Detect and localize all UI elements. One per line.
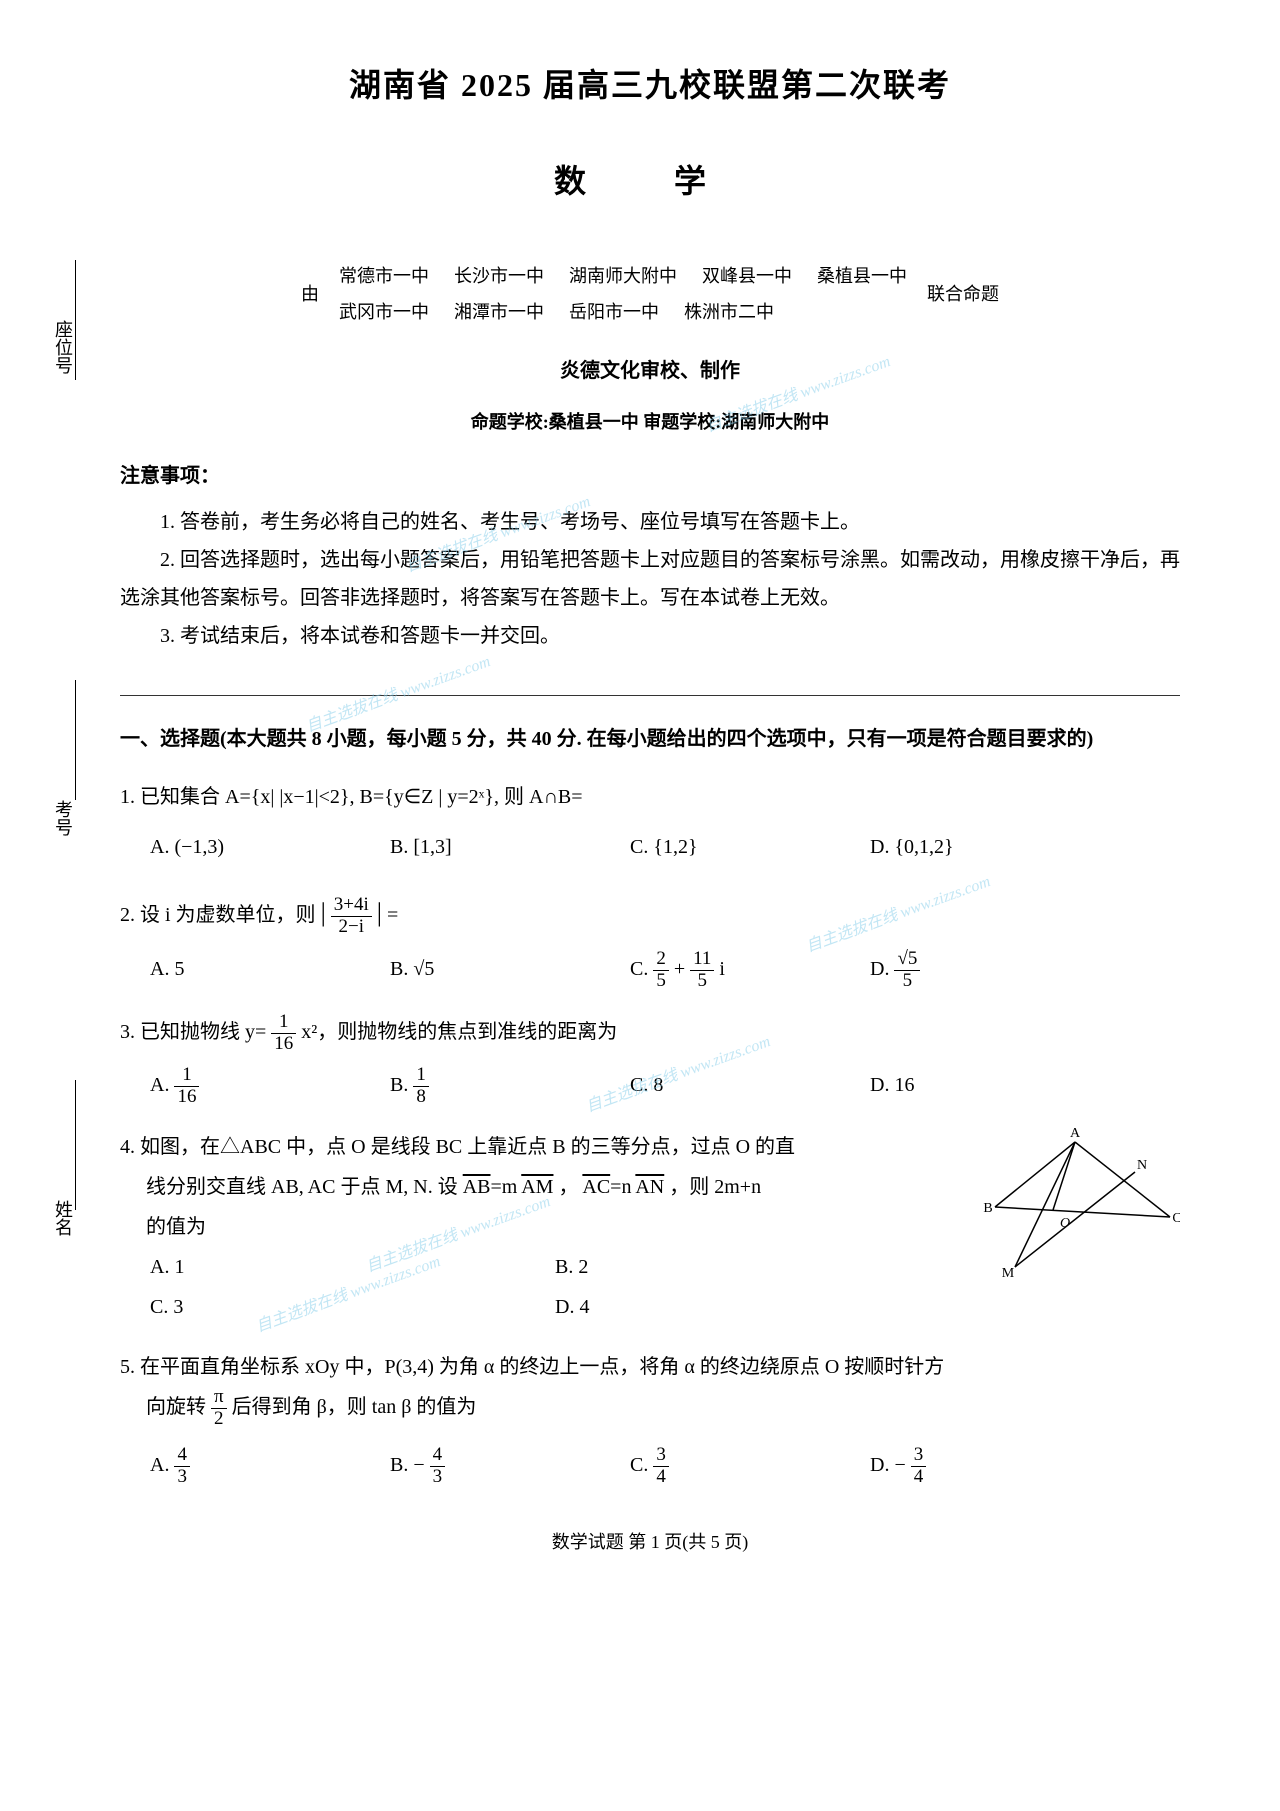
q5-option-b: B. − 43	[390, 1445, 630, 1488]
q1-option-a: A. (−1,3)	[150, 827, 390, 867]
schools-grid: 常德市一中 长沙市一中 湖南师大附中 双峰县一中 桑植县一中 武冈市一中 湘潭市…	[339, 262, 907, 324]
school-item: 株洲市二中	[684, 298, 774, 324]
q2-option-d: D. √55	[870, 949, 1110, 992]
school-item: 岳阳市一中	[569, 298, 659, 324]
q3-option-b: B. 18	[390, 1065, 630, 1108]
question-3: 3. 已知抛物线 y= 116 x²，则抛物线的焦点到准线的距离为 A. 116…	[120, 1012, 1180, 1108]
q4-line1: 4. 如图，在△ABC 中，点 O 是线段 BC 上靠近点 B 的三等分点，过点…	[120, 1127, 960, 1167]
q3-text: 3. 已知抛物线 y= 116 x²，则抛物线的焦点到准线的距离为	[120, 1012, 1180, 1055]
seat-label: 座位号	[50, 320, 76, 374]
school-item: 长沙市一中	[454, 262, 544, 288]
q4-option-a: A. 1	[150, 1247, 555, 1287]
page-title: 湖南省 2025 届高三九校联盟第二次联考	[120, 60, 1180, 106]
svg-text:C: C	[1172, 1211, 1180, 1226]
q3-option-a: A. 116	[150, 1065, 390, 1108]
q1-option-b: B. [1,3]	[390, 827, 630, 867]
q3-option-d: D. 16	[870, 1065, 1110, 1108]
review-schools: 命题学校:桑植县一中 审题学校:湖南师大附中	[120, 408, 1180, 434]
q2-options: A. 5 B. √5 C. 25 + 115 i D. √55	[120, 949, 1180, 992]
q4-option-d: D. 4	[555, 1287, 960, 1327]
name-line	[75, 1080, 76, 1210]
notice-block: 1. 答卷前，考生务必将自己的姓名、考生号、考场号、座位号填写在答题卡上。 2.…	[120, 503, 1180, 655]
notice-item: 2. 回答选择题时，选出每小题答案后，用铅笔把答题卡上对应题目的答案标号涂黑。如…	[120, 541, 1180, 617]
q3-option-c: C. 8	[630, 1065, 870, 1108]
q5-option-c: C. 34	[630, 1445, 870, 1488]
q5-line2: 向旋转 π2 后得到角 β，则 tan β 的值为	[120, 1387, 1180, 1430]
question-2: 2. 设 i 为虚数单位，则 | 3+4i2−i | = A. 5 B. √5 …	[120, 887, 1180, 992]
svg-text:M: M	[1002, 1266, 1015, 1277]
name-label: 姓名	[50, 1200, 76, 1236]
q1-option-c: C. {1,2}	[630, 827, 870, 867]
schools-suffix: 联合命题	[927, 280, 999, 306]
school-item: 湘潭市一中	[454, 298, 544, 324]
notice-item: 3. 考试结束后，将本试卷和答题卡一并交回。	[120, 617, 1180, 655]
question-1: 1. 已知集合 A={x| |x−1|<2}, B={y∈Z | y=2ˣ}, …	[120, 777, 1180, 867]
section-1-header: 一、选择题(本大题共 8 小题，每小题 5 分，共 40 分. 在每小题给出的四…	[120, 721, 1180, 757]
svg-text:N: N	[1137, 1158, 1147, 1173]
svg-text:B: B	[983, 1201, 992, 1216]
q5-option-a: A. 43	[150, 1445, 390, 1488]
question-4: 4. 如图，在△ABC 中，点 O 是线段 BC 上靠近点 B 的三等分点，过点…	[120, 1127, 1180, 1327]
exam-label: 考号	[50, 800, 76, 836]
q4-option-c: C. 3	[150, 1287, 555, 1327]
schools-row-1: 常德市一中 长沙市一中 湖南师大附中 双峰县一中 桑植县一中	[339, 262, 907, 288]
schools-row-2: 武冈市一中 湘潭市一中 岳阳市一中 株洲市二中	[339, 298, 907, 324]
school-item: 桑植县一中	[817, 262, 907, 288]
subject-title: 数 学	[120, 156, 1180, 202]
schools-block: 由 常德市一中 长沙市一中 湖南师大附中 双峰县一中 桑植县一中 武冈市一中 湘…	[120, 262, 1180, 324]
school-item: 常德市一中	[339, 262, 429, 288]
notice-item: 1. 答卷前，考生务必将自己的姓名、考生号、考场号、座位号填写在答题卡上。	[120, 503, 1180, 541]
school-item: 湖南师大附中	[569, 262, 677, 288]
schools-by: 由	[301, 280, 319, 306]
school-item: 武冈市一中	[339, 298, 429, 324]
q1-text: 1. 已知集合 A={x| |x−1|<2}, B={y∈Z | y=2ˣ}, …	[120, 777, 1180, 817]
question-5: 5. 在平面直角坐标系 xOy 中，P(3,4) 为角 α 的终边上一点，将角 …	[120, 1347, 1180, 1488]
q4-figure: A B C M N O	[980, 1127, 1180, 1327]
q5-options: A. 43 B. − 43 C. 34 D. − 34	[120, 1445, 1180, 1488]
exam-line	[75, 680, 76, 800]
q5-option-d: D. − 34	[870, 1445, 1110, 1488]
q2-option-a: A. 5	[150, 949, 390, 992]
q4-line2: 线分别交直线 AB, AC 于点 M, N. 设 AB=m AM ， AC=n …	[120, 1167, 960, 1207]
divider	[120, 695, 1180, 696]
q3-options: A. 116 B. 18 C. 8 D. 16	[120, 1065, 1180, 1108]
q1-option-d: D. {0,1,2}	[870, 827, 1110, 867]
publisher: 炎德文化审校、制作	[120, 354, 1180, 383]
q2-text: 2. 设 i 为虚数单位，则 | 3+4i2−i | =	[120, 887, 1180, 939]
q4-option-b: B. 2	[555, 1247, 960, 1287]
q4-options: A. 1 B. 2 C. 3 D. 4	[120, 1247, 960, 1327]
q5-line1: 5. 在平面直角坐标系 xOy 中，P(3,4) 为角 α 的终边上一点，将角 …	[120, 1347, 1180, 1387]
q2-option-c: C. 25 + 115 i	[630, 949, 870, 992]
notice-header: 注意事项：	[120, 459, 1180, 488]
school-item: 双峰县一中	[702, 262, 792, 288]
q1-options: A. (−1,3) B. [1,3] C. {1,2} D. {0,1,2}	[120, 827, 1180, 867]
q2-option-b: B. √5	[390, 949, 630, 992]
svg-text:A: A	[1070, 1127, 1081, 1141]
svg-text:O: O	[1060, 1216, 1070, 1231]
page-footer: 数学试题 第 1 页(共 5 页)	[120, 1528, 1180, 1554]
seat-line	[75, 260, 76, 380]
q4-line3: 的值为	[120, 1207, 960, 1247]
